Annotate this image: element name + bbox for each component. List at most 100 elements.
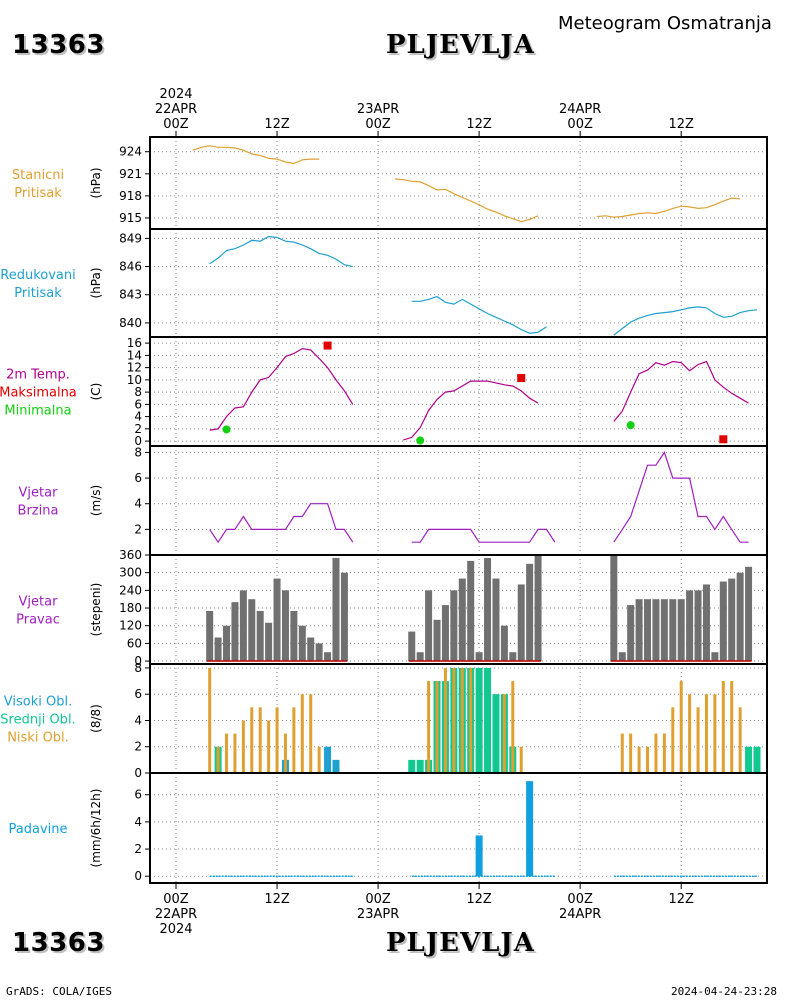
wind-direction-bar: [719, 581, 727, 662]
wind-direction-bar: [315, 643, 323, 662]
bottom-tick-label: 12Z: [466, 892, 492, 907]
cloud-bar: [332, 759, 340, 773]
cloud-bar: [646, 746, 650, 773]
wind-direction-bar: [635, 599, 643, 662]
wind-direction-bar: [214, 637, 222, 662]
y-tick-label: 6: [134, 397, 142, 411]
wind-direction-bar: [425, 590, 433, 662]
panel-reduced_pressure: 840 843 846 849 Redukovani Pritisak (hPa): [0, 228, 768, 338]
cloud-bar: [283, 733, 287, 773]
series-line: [613, 360, 749, 422]
meteogram-subtitle: Meteogram Osmatranja: [558, 13, 772, 34]
panel-wind_speed: 2 4 6 8 Vjetar Brzina (m/s): [18, 445, 768, 556]
wind-direction-bar: [669, 599, 677, 662]
footer-credit: GrADS: COLA/IGES: [6, 985, 112, 998]
bottom-tick-label: 00Z: [365, 892, 391, 907]
series-line: [403, 380, 539, 441]
cloud-bar: [416, 759, 424, 773]
cloud-bar: [208, 667, 212, 773]
top-tick-label: 24APR: [559, 102, 601, 117]
wind-direction-bar: [265, 622, 273, 662]
y-tick-label: 6: [134, 788, 142, 802]
y-tick-label: 180: [119, 601, 142, 615]
y-tick-label: 360: [119, 548, 142, 562]
panel-station_pressure: 915 918 921 924 Stanicni Pritisak (hPa): [12, 136, 768, 230]
wind-direction-bar: [433, 619, 441, 662]
series-line: [209, 503, 354, 544]
panel-title-line: Minimalna: [4, 404, 71, 419]
panel-frame: [149, 445, 768, 556]
y-tick-label: 16: [127, 336, 142, 350]
wind-direction-bar: [450, 590, 458, 662]
cloud-bar: [427, 681, 431, 773]
top-tick-label: 23APR: [357, 102, 399, 117]
bottom-tick-label: 00Z: [567, 892, 593, 907]
cloud-bar: [492, 694, 500, 773]
wind-direction-bar: [416, 652, 424, 662]
wind-direction-bar: [231, 602, 239, 662]
wind-direction-bar: [694, 590, 702, 662]
bottom-tick-label: 00Z: [163, 892, 189, 907]
wind-direction-bar: [660, 599, 668, 662]
cloud-bar: [292, 707, 296, 773]
cloud-bar: [688, 694, 692, 773]
panel-clouds: 0 2 4 6 8 Visoki Obl. Srednji Obl. Niski Obl. (8…: [0, 661, 768, 780]
min-temp-marker: [222, 425, 231, 434]
y-tick-label: 4: [134, 410, 142, 424]
wind-direction-bar: [239, 590, 247, 662]
cloud-bar: [225, 733, 229, 773]
y-tick-label: 6: [134, 687, 142, 701]
y-axis-label: (stepeni): [89, 583, 103, 637]
wind-direction-bar: [332, 557, 340, 662]
panel-title-line: Pritisak: [14, 186, 62, 201]
wind-direction-bar: [441, 605, 449, 662]
top-tick-label: 00Z: [365, 117, 391, 132]
y-axis-label: (hPa): [89, 267, 103, 298]
wind-direction-bar: [509, 652, 517, 662]
wind-direction-bar: [711, 652, 719, 662]
y-tick-label: 4: [134, 497, 142, 511]
top-tick-label: 12Z: [466, 117, 492, 132]
cloud-bar: [258, 707, 262, 773]
wind-direction-bar: [223, 625, 231, 662]
series-line: [192, 145, 320, 165]
panel-precipitation: 0 2 4 6 Padavine (mm/6h/12h): [9, 772, 768, 884]
wind-direction-bar: [728, 578, 736, 662]
wind-direction-bar: [500, 625, 508, 662]
station-id-bottom: 13363: [12, 928, 105, 958]
wind-direction-bar: [290, 610, 298, 662]
cloud-bar: [629, 733, 633, 773]
max-temp-marker: [323, 341, 332, 350]
y-axis-label: (mm/6h/12h): [89, 789, 103, 868]
cloud-bar: [324, 746, 332, 773]
wind-direction-bar: [745, 566, 753, 662]
y-tick-label: 8: [134, 445, 142, 459]
wind-direction-bar: [736, 572, 744, 662]
cloud-bar: [300, 694, 304, 773]
panel-title-line: Niski Obl.: [7, 731, 69, 746]
top-tick-label: 12Z: [264, 117, 290, 132]
y-tick-label: 8: [134, 661, 142, 675]
y-tick-label: 849: [119, 231, 142, 245]
wind-direction-bar: [686, 590, 694, 662]
min-temp-marker: [416, 436, 425, 445]
bottom-tick-label: 22APR: [155, 907, 197, 922]
y-tick-label: 60: [127, 636, 142, 650]
series-line: [613, 451, 749, 543]
cloud-bar: [216, 746, 220, 773]
panel-frame: [149, 336, 768, 447]
top-tick-label: 00Z: [567, 117, 593, 132]
wind-direction-bar: [702, 584, 710, 662]
wind-direction-bar: [610, 555, 618, 662]
wind-direction-bar: [677, 599, 685, 662]
cloud-bar: [241, 720, 245, 773]
series-line: [613, 306, 758, 336]
footer-timestamp: 2024-04-24-23:28: [671, 985, 777, 998]
cloud-bar: [713, 694, 717, 773]
panel-wind_direction: 0 60 120 180 240 300 360 Vjetar Pravac (stepeni): [16, 548, 768, 668]
wind-direction-bar: [526, 563, 534, 662]
wind-direction-bar: [534, 555, 542, 662]
panel-title-line: Visoki Obl.: [4, 695, 72, 710]
